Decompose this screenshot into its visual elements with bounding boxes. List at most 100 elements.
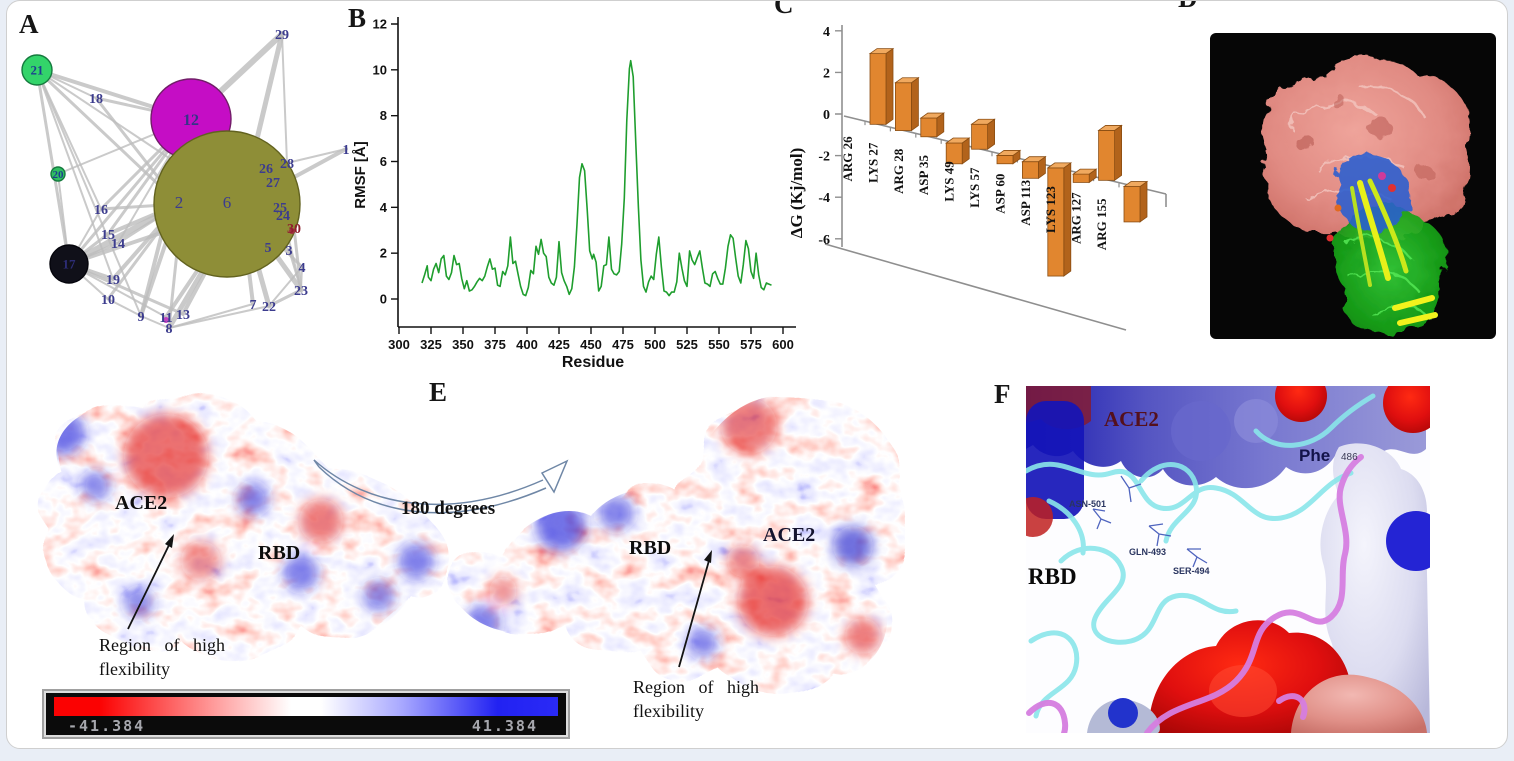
b-ytick: 12 [373, 16, 387, 31]
bar-ASP-35 [944, 137, 971, 165]
network-edge [168, 305, 270, 329]
ace2-surface-top [1026, 386, 1430, 519]
b-xtick: 575 [740, 337, 762, 352]
surface-red-patch-left [1026, 497, 1053, 537]
network-satellite-1: 1 [343, 143, 350, 158]
ace2-label-f: ACE2 [1104, 407, 1159, 431]
network-node-label-20: 20 [53, 169, 65, 181]
network-satellite-25: 25 [273, 201, 287, 216]
network-nodes: 21 17 20 [21, 54, 89, 284]
network-satellite-7: 7 [250, 298, 257, 313]
network-node-label-12: 12 [183, 112, 199, 129]
flex-annotation-right-1: Region of high [633, 677, 759, 697]
network-small-dot [163, 317, 169, 323]
c-category-label: LYS 57 [967, 167, 982, 208]
network-satellite-23: 23 [294, 284, 308, 299]
c-category-label: LYS 123 [1043, 186, 1058, 233]
panel-b-label: B [348, 3, 367, 33]
b-ytick: 0 [380, 292, 387, 307]
panel-b-xlabel: Residue [562, 354, 624, 371]
b-xtick: 350 [452, 337, 474, 352]
rbd-label-right: RBD [629, 537, 671, 559]
c-category-label: ARG 28 [891, 148, 906, 194]
network-satellite-27: 27 [266, 176, 280, 191]
b-xtick: 550 [708, 337, 730, 352]
network-node-20 [50, 166, 66, 182]
network-edge [36, 69, 142, 317]
b-ytick: 2 [380, 246, 387, 261]
network-edge [292, 226, 303, 292]
beta-sheet-strands [1350, 178, 1438, 326]
panel-c-chart: 4 2 0 -2 -4 -6 ARG 26 LYS 27 ARG 28 ASP 35 LYS 49 L… [787, 25, 1167, 331]
rbd-cyan-loops [1026, 393, 1376, 719]
panel-d-label: D [1178, 1, 1198, 12]
b-ytick: 8 [380, 108, 387, 123]
network-edge [107, 298, 142, 317]
network-satellite-4: 4 [299, 261, 306, 276]
c-category-label: LYS 49 [942, 161, 957, 202]
panel-b-ylabel: RMSF [Å] [352, 141, 369, 209]
flex-annotation-left-2: flexibility [99, 659, 170, 679]
b-xtick: 525 [676, 337, 698, 352]
network-satellite-15: 15 [101, 228, 115, 243]
network-satellite-13: 13 [176, 308, 190, 323]
b-ytick: 4 [380, 200, 388, 215]
c-ytick: -6 [818, 233, 830, 248]
network-edge [140, 315, 170, 329]
panel-f-closeup: ACE2 Phe 486 RBD ASN-501 GLN-493 SER-494 [1026, 386, 1430, 733]
network-small-dot [289, 228, 295, 234]
network-satellite-26: 26 [259, 162, 273, 177]
network-satellite-29: 29 [275, 28, 289, 43]
ace2-label-right: ACE2 [763, 524, 815, 546]
network-edge [67, 262, 185, 316]
c-category-label: ASP 60 [992, 174, 1007, 214]
panel-e-surfaces: ACE2 RBD 180 degrees RBD ACE2 Region of … [39, 393, 908, 721]
panel-c-ylabel: ΔG (Kj/mol) [787, 148, 806, 238]
magenta-loop [1026, 454, 1364, 733]
flex-annotation-right-2: flexibility [633, 701, 704, 721]
electrostatic-colorbar: -41.384 41.384 [42, 689, 570, 739]
ligand-dot-red [1388, 184, 1396, 192]
panel-e-label: E [429, 377, 448, 407]
c-category-label: ARG 127 [1069, 192, 1084, 244]
ace2-label-left: ACE2 [115, 492, 167, 514]
network-satellite-8: 8 [166, 322, 173, 337]
network-edge [35, 68, 71, 266]
bar-ARG-127 [1097, 124, 1123, 182]
network-satellite-24: 24 [276, 209, 290, 224]
c-category-label: ARG 26 [840, 136, 855, 182]
flex-annotation-left-1: Region of high [99, 635, 225, 655]
network-satellite-30: 30 [287, 222, 301, 237]
b-xtick: 325 [420, 337, 442, 352]
bar-LYS-27 [894, 76, 920, 132]
network-satellite-11: 11 [159, 311, 172, 326]
network-node-label-17: 17 [63, 257, 77, 272]
c-category-label: ASP 35 [916, 155, 931, 196]
network-satellite-18: 18 [89, 92, 103, 107]
rotation-arrow [313, 459, 569, 514]
residue-sticks [1092, 475, 1208, 568]
rotation-label: 180 degrees [401, 498, 495, 519]
colorbar-max-value: 41.384 [471, 717, 538, 735]
bar-ARG-28 [919, 112, 946, 138]
b-xtick: 300 [388, 337, 410, 352]
network-node-17 [49, 244, 89, 284]
c-ytick: -2 [818, 150, 830, 165]
b-ytick: 10 [373, 62, 387, 77]
network-satellite-19: 19 [106, 273, 120, 288]
c-ytick: 0 [823, 108, 830, 123]
panel-c-label: C [774, 0, 794, 19]
bar-ASP-113 [1046, 162, 1073, 277]
b-xtick: 450 [580, 337, 602, 352]
surface-blue-patch-right [1386, 511, 1430, 571]
residue-asn501: ASN-501 [1069, 499, 1106, 509]
bar-ASP-60 [1021, 155, 1047, 180]
network-node-21 [21, 54, 53, 86]
phe-number: 486 [1341, 452, 1358, 463]
network-satellite-5: 5 [265, 241, 272, 256]
network-satellite-16: 16 [94, 203, 108, 218]
network-edge [267, 288, 303, 308]
